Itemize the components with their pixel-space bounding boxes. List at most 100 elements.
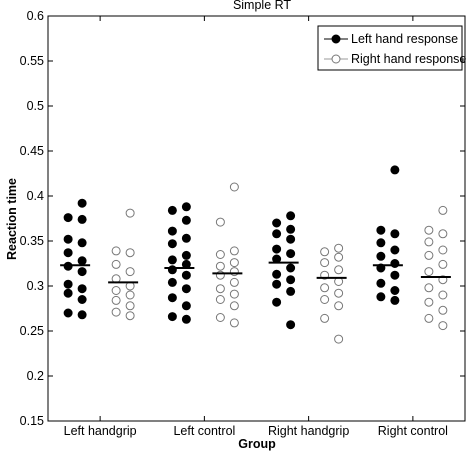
left-hand-point: [181, 284, 191, 294]
right-hand-point: [229, 301, 239, 311]
left-hand-point: [286, 224, 296, 234]
left-hand-point: [390, 165, 400, 175]
left-hand-point: [77, 214, 87, 224]
right-hand-point: [438, 321, 448, 331]
right-hand-point: [229, 289, 239, 299]
left-hand-point: [390, 295, 400, 305]
right-hand-point: [334, 334, 344, 344]
right-hand-point: [111, 307, 121, 317]
left-hand-point: [286, 263, 296, 273]
y-axis-title: Reaction time: [5, 178, 19, 260]
right-hand-point: [229, 258, 239, 268]
left-hand-point: [376, 292, 386, 302]
right-hand-point: [320, 258, 330, 268]
right-hand-point: [438, 229, 448, 239]
x-tick-label: Left control: [173, 424, 235, 438]
legend-label-right-hand: Right hand response: [351, 52, 466, 66]
left-hand-point: [63, 308, 73, 318]
right-hand-point: [424, 313, 434, 323]
left-hand-point: [63, 248, 73, 258]
left-hand-point: [167, 255, 177, 265]
legend: Left hand response Right hand response: [317, 25, 466, 71]
right-hand-point: [229, 246, 239, 256]
left-hand-point: [77, 267, 87, 277]
left-hand-point: [272, 229, 282, 239]
left-hand-point: [63, 213, 73, 223]
y-tick-label: 0.3: [27, 279, 44, 293]
left-hand-point: [77, 238, 87, 248]
right-hand-point: [215, 313, 225, 322]
left-hand-point: [181, 314, 191, 324]
left-hand-point: [272, 244, 282, 254]
data-points: [63, 165, 448, 344]
left-hand-point: [181, 301, 191, 311]
legend-label-left-hand: Left hand response: [351, 32, 458, 46]
right-hand-point: [334, 265, 344, 275]
right-hand-point: [320, 283, 330, 293]
left-hand-point: [272, 279, 282, 289]
left-hand-point: [376, 238, 386, 248]
left-hand-point: [286, 234, 296, 244]
left-hand-point: [181, 270, 191, 280]
right-hand-point: [229, 277, 239, 287]
left-hand-point: [167, 226, 177, 236]
y-tick-label: 0.4: [27, 189, 44, 203]
legend-marker-right-hand: [331, 54, 341, 64]
left-hand-point: [286, 249, 296, 259]
left-hand-point: [63, 279, 73, 289]
left-hand-point: [77, 198, 87, 208]
x-axis-title: Group: [238, 437, 276, 451]
y-axis: 0.15 0.2 0.25 0.3 0.35 0.4 0.45 0.5 0.55 0.6: [20, 9, 465, 428]
left-hand-point: [77, 284, 87, 294]
left-hand-point: [286, 320, 296, 330]
left-hand-point: [167, 239, 177, 249]
right-hand-point: [438, 205, 448, 215]
right-hand-point: [334, 252, 344, 262]
right-hand-point: [229, 318, 239, 328]
left-hand-point: [167, 205, 177, 215]
left-hand-point: [77, 256, 87, 266]
right-hand-point: [438, 305, 448, 315]
left-hand-point: [286, 286, 296, 296]
right-hand-point: [215, 284, 225, 294]
y-tick-label: 0.2: [27, 369, 44, 383]
right-hand-point: [320, 313, 330, 323]
y-tick-label: 0.5: [27, 99, 44, 113]
right-hand-point: [125, 267, 135, 277]
left-hand-point: [286, 211, 296, 221]
left-hand-point: [376, 251, 386, 261]
y-tick-label: 0.25: [20, 324, 44, 338]
right-hand-point: [438, 259, 448, 269]
left-hand-point: [272, 269, 282, 279]
x-tick-label: Right control: [378, 424, 448, 438]
y-tick-label: 0.15: [20, 414, 44, 428]
right-hand-point: [424, 283, 434, 293]
left-hand-point: [167, 277, 177, 287]
x-tick-label: Left handgrip: [64, 424, 137, 438]
right-hand-point: [111, 295, 121, 305]
right-hand-point: [215, 250, 225, 259]
right-hand-point: [215, 217, 225, 227]
legend-box: [317, 25, 463, 71]
left-hand-point: [77, 295, 87, 304]
right-hand-point: [111, 286, 121, 295]
right-hand-point: [334, 288, 344, 298]
right-hand-point: [424, 297, 434, 307]
left-hand-point: [181, 215, 191, 225]
right-hand-point: [424, 225, 434, 235]
y-tick-label: 0.55: [20, 54, 44, 68]
right-hand-point: [215, 295, 225, 304]
right-hand-point: [334, 301, 344, 311]
left-hand-point: [181, 250, 191, 260]
right-hand-point: [125, 311, 135, 321]
y-tick-label: 0.45: [20, 144, 44, 158]
plot-area-frame: [47, 15, 466, 422]
left-hand-point: [376, 278, 386, 288]
right-hand-point: [320, 247, 330, 257]
left-hand-point: [376, 225, 386, 235]
right-hand-point: [438, 245, 448, 255]
right-hand-point: [424, 267, 434, 277]
right-hand-point: [334, 243, 344, 253]
median-lines: [60, 261, 451, 284]
